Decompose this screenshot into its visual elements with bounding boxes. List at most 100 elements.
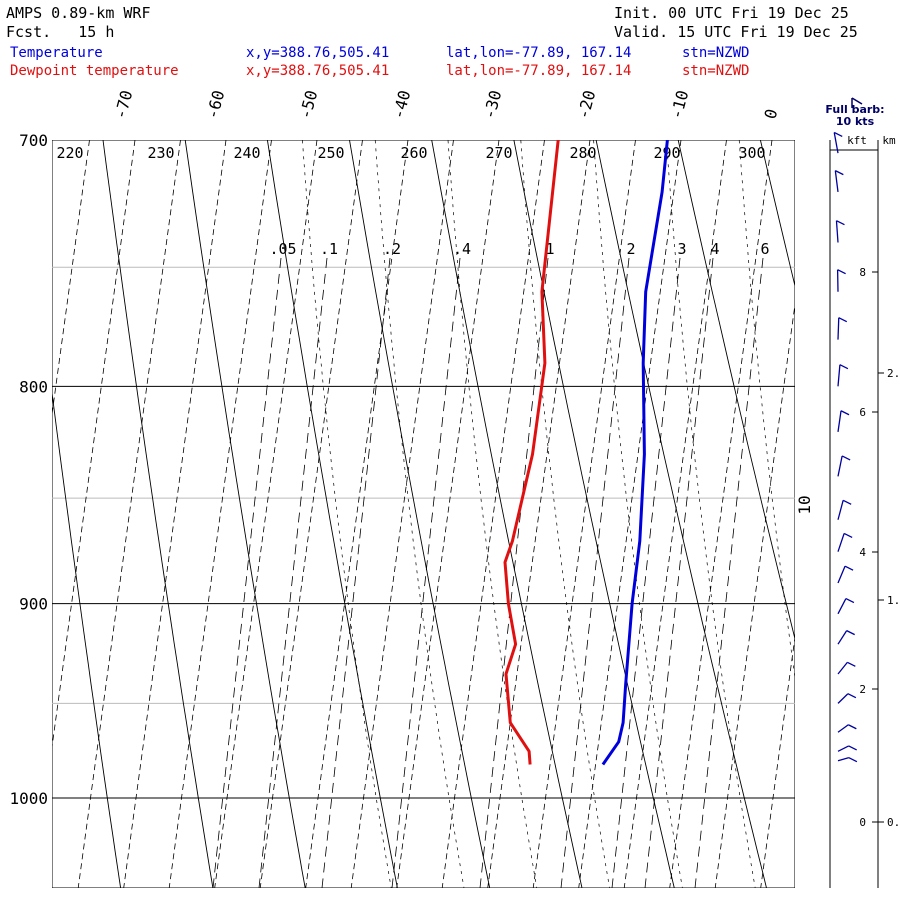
pressure-tick-label: 800 (19, 377, 48, 396)
wind-barb-flag (845, 597, 855, 604)
latlon-red: lat,lon=-77.89, 167.14 (446, 63, 632, 79)
theta-label: 300 (738, 144, 765, 162)
wind-barb-flag (838, 317, 848, 323)
dewpoint-line (503, 140, 560, 765)
mixing-ratio-line (212, 257, 282, 888)
temperature-line (601, 140, 669, 766)
wind-barb-flag (844, 565, 854, 571)
model-title: AMPS 0.89-km WRF (6, 4, 151, 22)
kft-tick-label: 8 (859, 266, 866, 279)
km-label: km (882, 134, 896, 147)
wind-barb-shaft (837, 533, 845, 552)
station-blue: stn=NZWD (682, 45, 750, 61)
mixing-ratio-line (694, 257, 764, 888)
wind-barb-flag (839, 364, 849, 370)
isotherm-label: -40 (389, 88, 415, 121)
isotherm-line (52, 140, 136, 750)
isotherm-line (52, 140, 90, 418)
latlon-blue: lat,lon=-77.89, 167.14 (446, 45, 632, 61)
wind-barb-shaft (837, 364, 841, 387)
wind-barb-flag (847, 661, 856, 667)
plot-grid (52, 114, 900, 900)
full-barb-sample-flag (851, 97, 863, 105)
legend-dewpoint: Dewpoint temperature (10, 63, 179, 79)
isotherm-label-10: 10 (795, 495, 814, 514)
isotherm-label: -30 (480, 88, 506, 121)
kft-tick-label: 0 (859, 816, 866, 829)
wind-barb-shaft (837, 630, 848, 645)
mixing-ratio-line (479, 257, 549, 888)
isotherm-line (532, 140, 636, 888)
theta-label: 220 (56, 144, 83, 162)
mixing-ratio-line (644, 257, 714, 888)
wind-barb-shaft (837, 693, 849, 704)
isotherm-label: -20 (574, 88, 600, 121)
wind-barb-shaft (837, 410, 842, 432)
wind-barb-flag (841, 455, 851, 461)
mixing-ratio-line (321, 257, 391, 888)
dry-adiabat-line (102, 140, 214, 888)
wind-barb-flag (847, 693, 857, 699)
isotherm-line (168, 140, 272, 888)
isotherm-line (350, 140, 454, 888)
wind-barb-flag (842, 499, 852, 505)
dry-adiabat-line (52, 389, 122, 888)
moist-adiabat-line (302, 140, 392, 888)
theta-label: 260 (400, 144, 427, 162)
isotherm-label: 0 (761, 107, 782, 121)
isotherm-label: -50 (296, 88, 322, 121)
mixing-ratio-line (560, 257, 630, 888)
dry-adiabat-line (759, 140, 795, 288)
wind-barb-shaft (837, 317, 840, 340)
wind-barb-shaft (837, 500, 844, 520)
wind-barb-flag (848, 757, 858, 763)
moist-adiabat-line (810, 114, 900, 900)
isotherm-line (441, 140, 545, 888)
wind-barb-shaft (837, 455, 843, 477)
km-tick-label: 2. (887, 367, 900, 380)
mixing-ratio-label: .05 (269, 240, 296, 258)
theta-label: 230 (147, 144, 174, 162)
moist-adiabat-line (593, 140, 683, 888)
wind-barb-flag (848, 745, 857, 751)
wind-barb-flag (840, 410, 850, 416)
xy-coord-blue: x,y=388.76,505.41 (246, 45, 390, 61)
theta-label: 280 (569, 144, 596, 162)
kft-tick-label: 2 (859, 683, 866, 696)
moist-adiabat-line (374, 140, 465, 888)
isotherm-line (259, 140, 363, 888)
wind-barb-shaft (837, 661, 848, 675)
kft-tick-label: 4 (859, 546, 866, 559)
moist-adiabat-line (520, 140, 610, 888)
wind-barb-flag (848, 724, 857, 730)
legend-temperature: Temperature (10, 45, 103, 61)
dry-adiabat-line (836, 114, 900, 900)
wind-barb-shaft (835, 220, 839, 243)
mixing-ratio-label: .2 (383, 240, 401, 258)
isotherm-line (396, 140, 500, 888)
init-time: Init. 00 UTC Fri 19 Dec 25 (614, 4, 849, 22)
wind-barb-flag (837, 269, 846, 275)
dry-adiabat-line (266, 140, 398, 888)
valid-time: Valid. 15 UTC Fri 19 Dec 25 (614, 23, 858, 41)
mixing-ratio-label: .4 (453, 240, 471, 258)
dry-adiabat-line (595, 140, 767, 888)
mixing-ratio-line (611, 257, 681, 888)
mixing-ratio-label: 3 (677, 240, 686, 258)
dry-adiabat-line (184, 140, 306, 888)
isotherm-line (77, 140, 181, 888)
isotherm-line (214, 140, 318, 888)
mixing-ratio-line (391, 257, 461, 888)
moist-adiabat-line (666, 140, 756, 888)
wind-barb-shaft (837, 565, 846, 584)
station-red: stn=NZWD (682, 63, 750, 79)
isotherm-label: -70 (111, 88, 137, 121)
wind-barb-panel: Full barb:10 kts kft km 8 6 4 2 0 2. 1. 0. (825, 97, 900, 888)
mixing-ratio-label: 2 (626, 240, 635, 258)
moist-adiabat-line (883, 114, 900, 900)
mixing-ratio-label: .1 (320, 240, 338, 258)
forecast-hour: Fcst. 15 h (6, 23, 115, 41)
wind-barb-flag (836, 220, 845, 226)
wind-barb-shaft (837, 745, 849, 752)
km-tick-label: 1. (887, 594, 900, 607)
